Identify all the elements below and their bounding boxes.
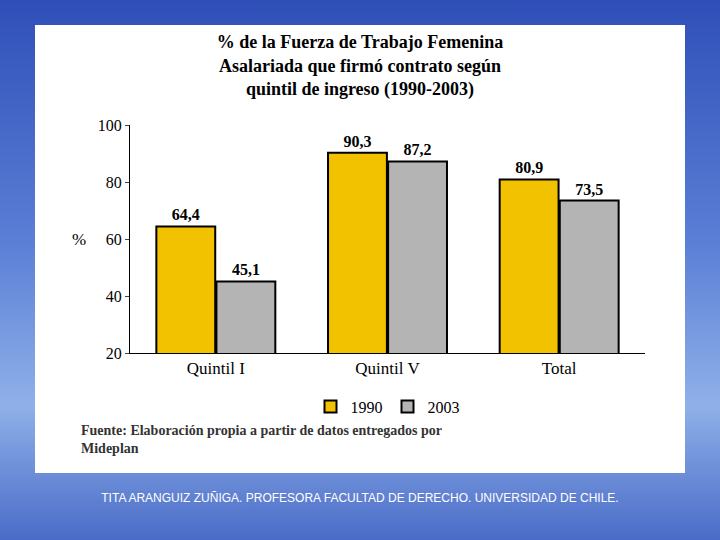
svg-text:Quintil I: Quintil I <box>187 359 245 378</box>
svg-text:80,9: 80,9 <box>515 159 543 176</box>
svg-text:100: 100 <box>98 117 122 134</box>
svg-text:Fuente: Elaboración propia a p: Fuente: Elaboración propia a partir de d… <box>81 423 442 456</box>
svg-text:20: 20 <box>106 345 122 362</box>
svg-text:64,4: 64,4 <box>172 206 200 223</box>
svg-text:45,1: 45,1 <box>232 261 260 278</box>
svg-text:87,2: 87,2 <box>404 141 432 158</box>
svg-text:% de la Fuerza de Trabajo Feme: % de la Fuerza de Trabajo FemeninaAsalar… <box>217 32 503 100</box>
svg-text:Total: Total <box>542 359 577 378</box>
svg-text:2003: 2003 <box>428 399 460 416</box>
svg-text:60: 60 <box>106 231 122 248</box>
html-text:TITA ARANGUIZ ZUÑIGA. PROFESOR: TITA ARANGUIZ ZUÑIGA. PROFESORA FACULTAD… <box>101 491 619 505</box>
svg-text:40: 40 <box>106 288 122 305</box>
svg-text:%: % <box>72 230 86 249</box>
svg-text:1990: 1990 <box>351 399 383 416</box>
svg-text:80: 80 <box>106 174 122 191</box>
svg-text:Quintil V: Quintil V <box>355 359 420 378</box>
svg-text:90,3: 90,3 <box>343 133 371 150</box>
svg-text:73,5: 73,5 <box>575 181 603 198</box>
